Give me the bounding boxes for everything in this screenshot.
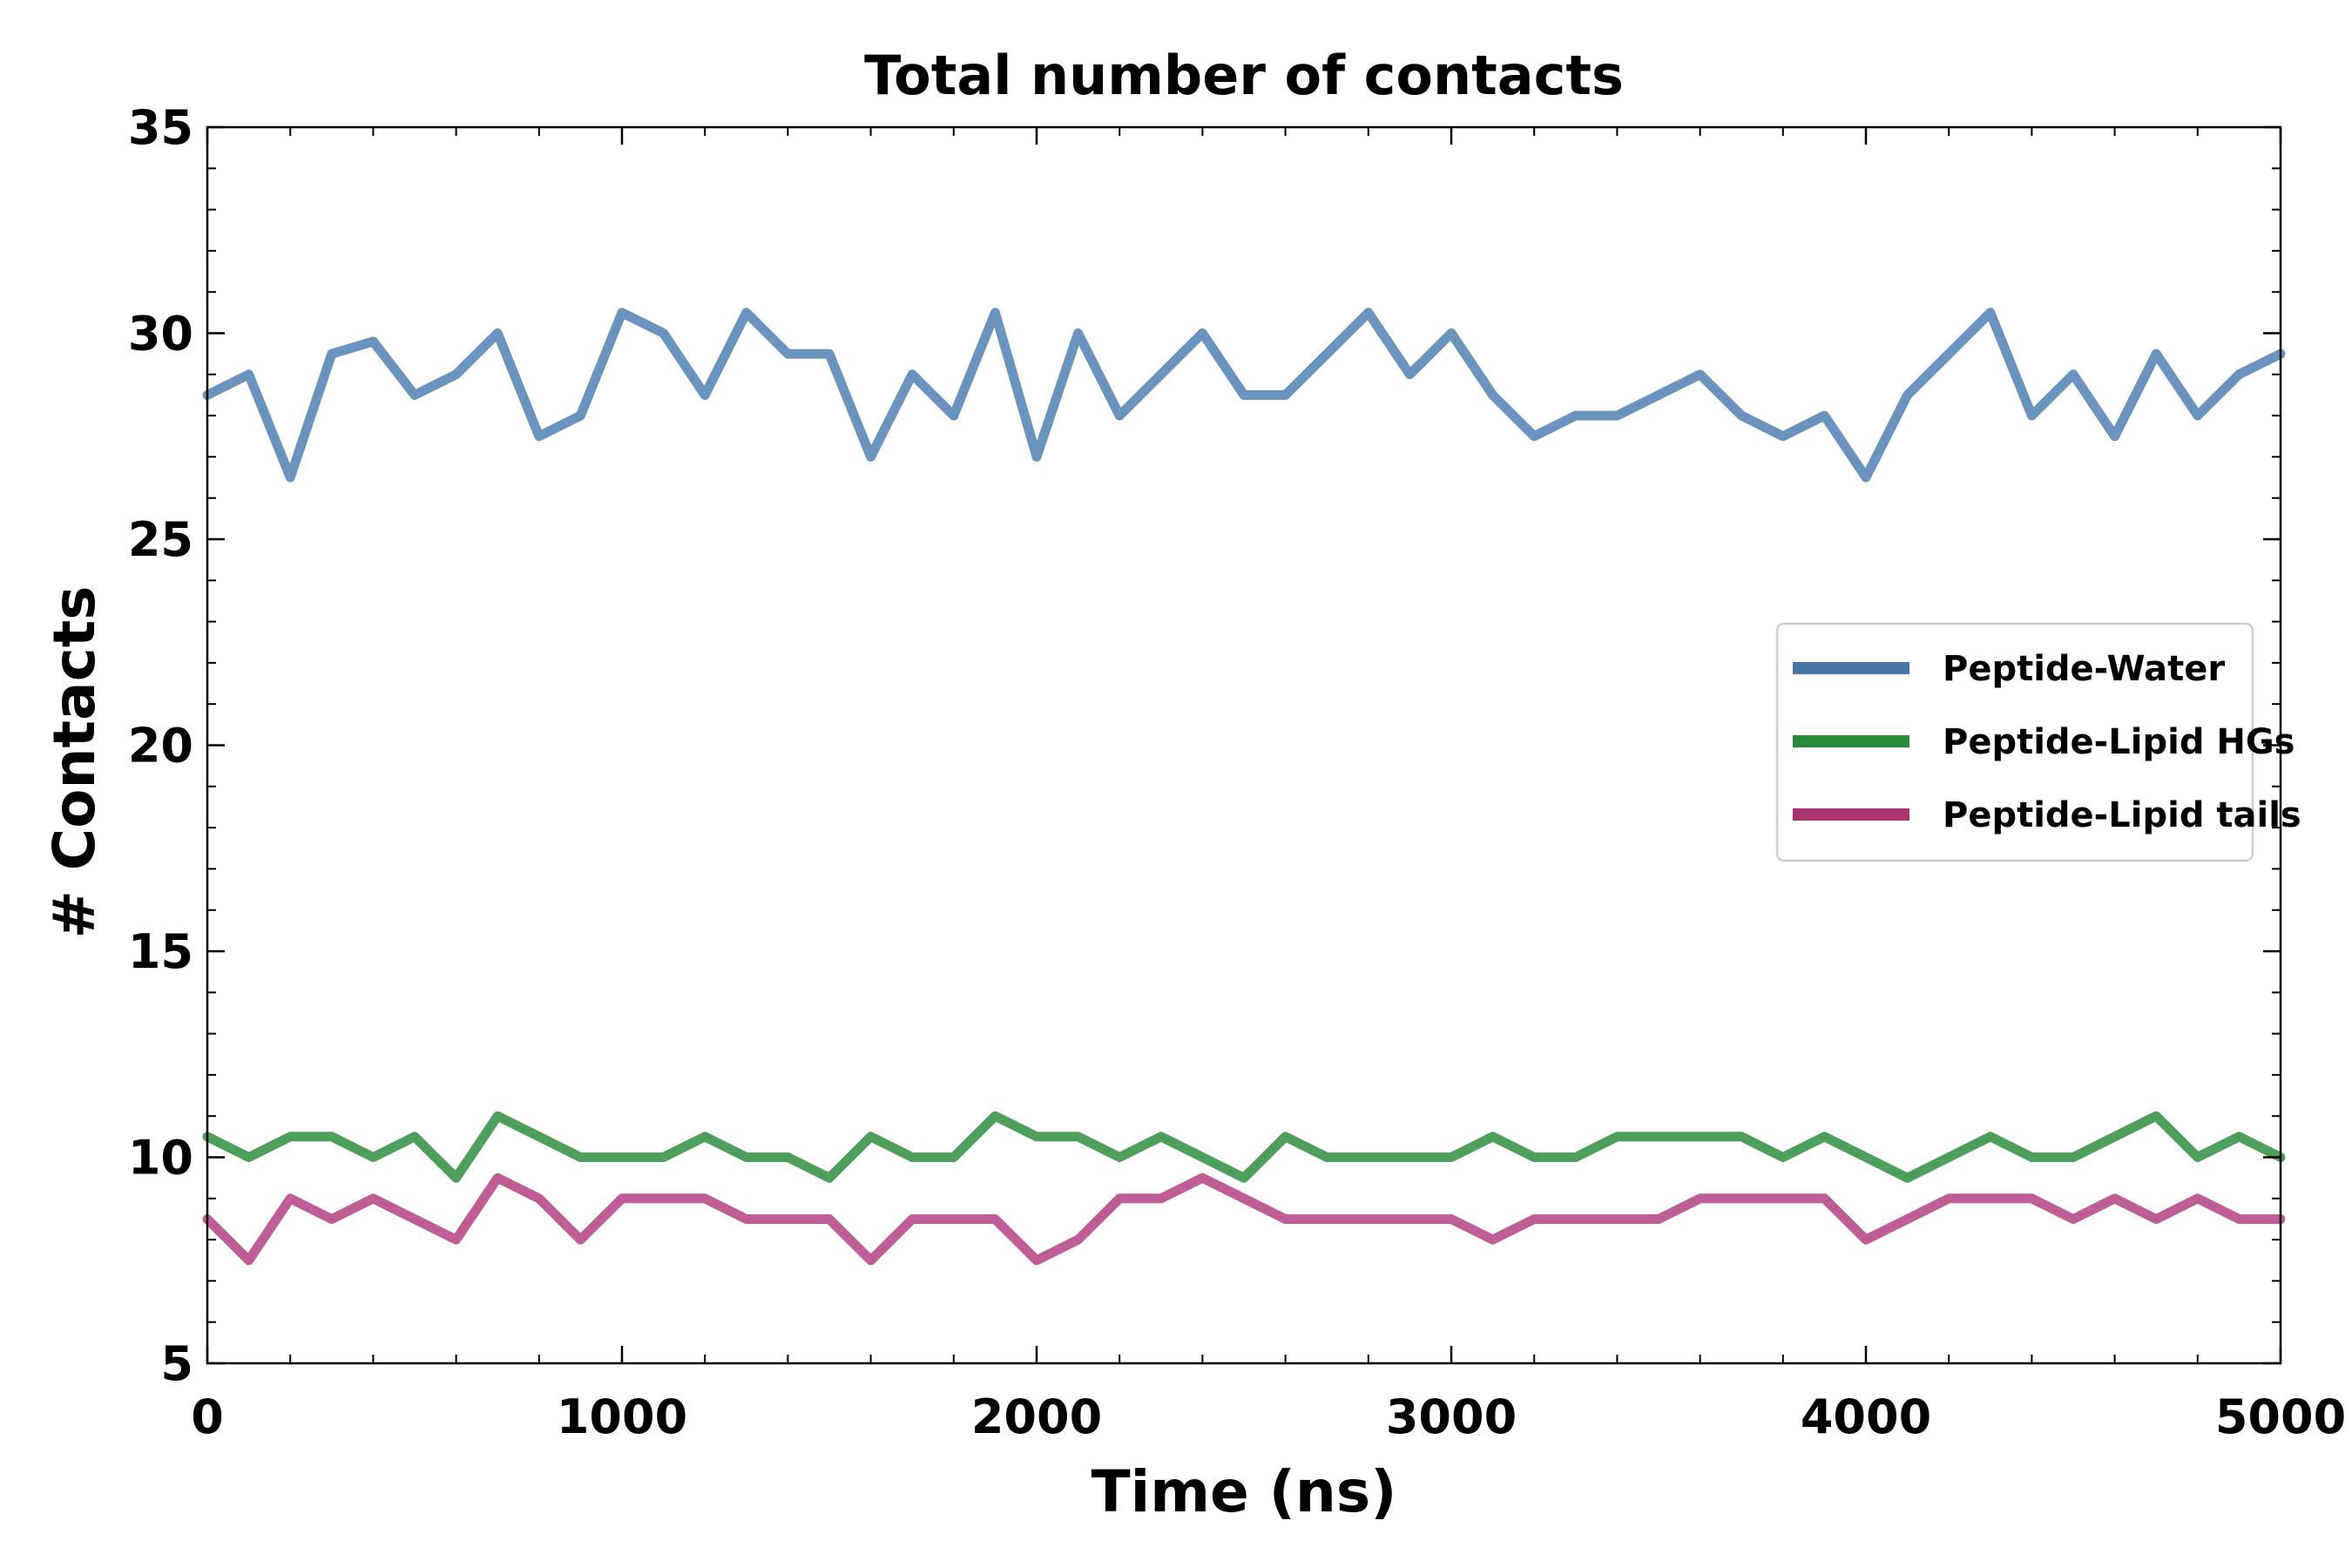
legend: Peptide-Water Peptide-Lipid HGs Peptide-… bbox=[1775, 622, 2301, 862]
axis-ticks: 0 1000 2000 3000 4000 5000 5 10 15 20 25 30 35 bbox=[128, 100, 2346, 1444]
plot-frame bbox=[206, 125, 2282, 1365]
x-axis-label: Time (ns) bbox=[1092, 1458, 1397, 1525]
legend-label-peptide-lipid-tails: Peptide-Lipid tails bbox=[1943, 795, 2301, 835]
legend-label-peptide-water: Peptide-Water bbox=[1943, 649, 2225, 689]
x-tick-label: 5000 bbox=[2215, 1389, 2346, 1444]
y-tick-label: 15 bbox=[128, 924, 193, 979]
series-line-peptide-lipid-tails bbox=[202, 1173, 2286, 1266]
y-tick-label: 20 bbox=[128, 719, 193, 774]
y-tick-label: 25 bbox=[128, 512, 193, 567]
series-line-peptide-lipid-hgs bbox=[202, 1111, 2286, 1183]
x-tick-label: 3000 bbox=[1386, 1389, 1517, 1444]
x-tick-label: 1000 bbox=[557, 1389, 687, 1444]
y-axis-label: # Contacts bbox=[41, 585, 108, 938]
legend-label-peptide-lipid-hgs: Peptide-Lipid HGs bbox=[1943, 722, 2295, 762]
legend-box bbox=[1775, 622, 2254, 862]
x-tick-label: 2000 bbox=[971, 1389, 1102, 1444]
series-line-peptide-water bbox=[202, 308, 2286, 483]
series-lines bbox=[202, 308, 2286, 1266]
y-tick-label: 35 bbox=[128, 100, 193, 155]
y-tick-label: 5 bbox=[160, 1336, 193, 1391]
x-tick-label: 0 bbox=[191, 1389, 224, 1444]
chart-title: Total number of contacts bbox=[864, 44, 1624, 107]
y-tick-label: 10 bbox=[128, 1131, 193, 1186]
x-tick-label: 4000 bbox=[1801, 1389, 1931, 1444]
y-tick-label: 30 bbox=[128, 307, 193, 362]
